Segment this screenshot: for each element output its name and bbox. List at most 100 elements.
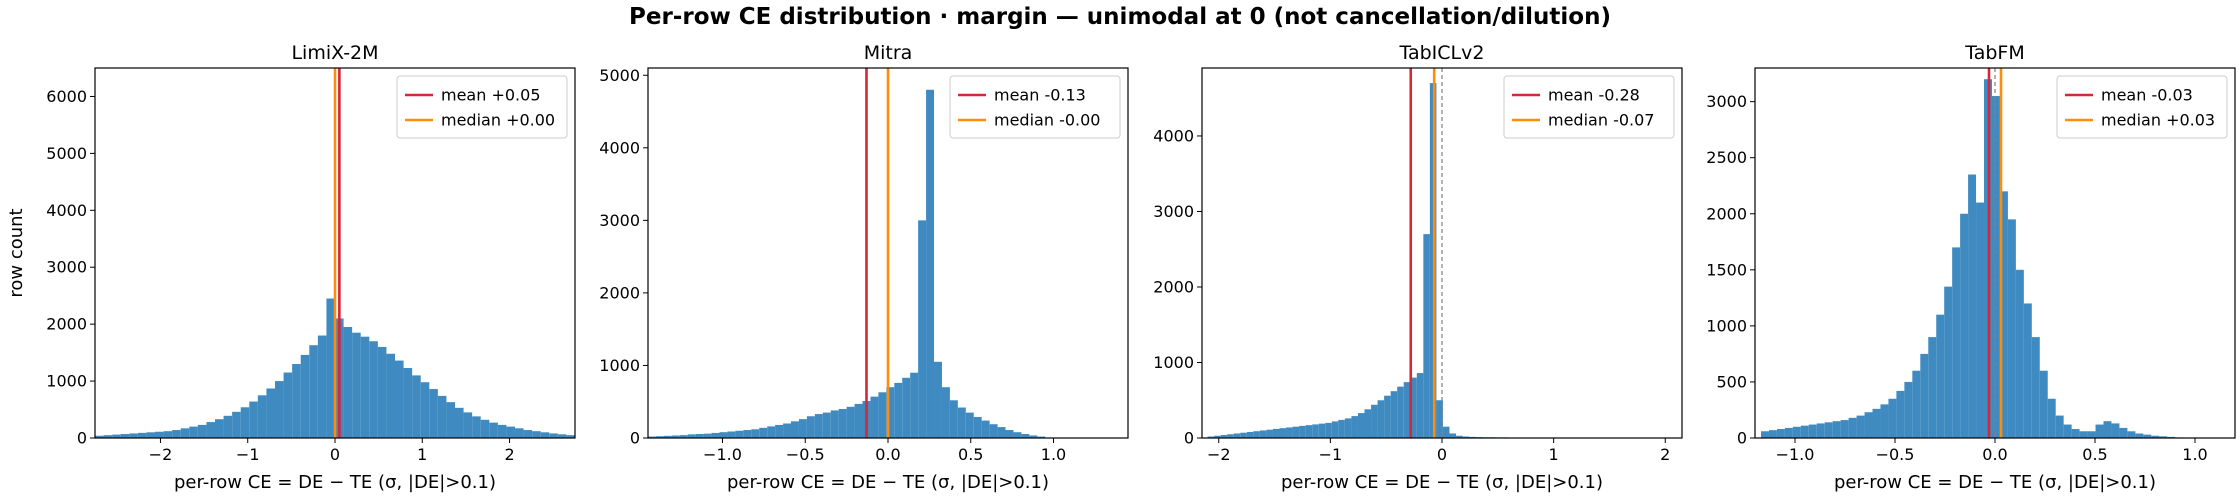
histogram-bar <box>878 392 887 438</box>
histogram-bar <box>386 353 395 438</box>
y-tick-label: 1000 <box>46 372 87 391</box>
x-tick-label: −1.0 <box>703 445 742 464</box>
histogram-bar <box>1761 431 1769 438</box>
histogram-bar <box>240 407 250 438</box>
histogram-bar <box>1872 408 1881 438</box>
histogram-bar <box>1384 395 1391 438</box>
y-tick-label: 1000 <box>599 356 640 375</box>
histogram-bar <box>403 367 413 438</box>
y-tick-label: 0 <box>630 429 640 448</box>
histogram-bar <box>1888 398 1897 438</box>
histogram-bar <box>515 428 524 438</box>
histogram-bar <box>648 436 656 438</box>
histogram-bar <box>894 382 903 438</box>
histogram-bar <box>2055 415 2064 438</box>
histogram-bar <box>215 419 224 438</box>
x-axis-label: per-row CE = DE − TE (σ, |DE|>0.1) <box>174 472 496 493</box>
histogram-bar <box>1423 234 1430 438</box>
x-axis-label: per-row CE = DE − TE (σ, |DE|>0.1) <box>727 472 1049 493</box>
y-tick-label: 500 <box>1716 372 1747 391</box>
x-axis-label: per-row CE = DE − TE (σ, |DE|>0.1) <box>1281 472 1603 493</box>
histogram-bar <box>830 410 839 438</box>
histogram-bar <box>420 382 430 438</box>
histogram-bar <box>679 435 688 438</box>
histogram-bar <box>1792 426 1801 438</box>
histogram-bar <box>870 396 879 438</box>
histogram-bar <box>155 431 164 438</box>
x-tick-label: 1 <box>1549 445 1559 464</box>
histogram-bar <box>1371 404 1378 438</box>
histogram-bar <box>1808 424 1817 438</box>
histogram-bar <box>1410 377 1417 438</box>
histogram-bar <box>283 372 293 438</box>
x-tick-label: −1 <box>1319 445 1343 464</box>
histogram-bar <box>112 434 121 438</box>
x-tick-label: 0.0 <box>1982 445 2007 464</box>
histogram-bar <box>1928 337 1937 438</box>
histogram-bar <box>497 424 507 438</box>
histogram-bar <box>1880 404 1889 438</box>
histogram-bar <box>1436 400 1443 438</box>
histogram-bar <box>180 428 190 438</box>
histogram-bar <box>137 432 147 438</box>
histogram-bar <box>1253 431 1260 438</box>
histogram-bar <box>472 416 481 438</box>
histogram-bar <box>926 89 935 438</box>
histogram-bar <box>1344 418 1352 438</box>
y-tick-label: 0 <box>1737 429 1747 448</box>
histogram-bar <box>1325 422 1332 438</box>
histogram-bar <box>163 431 173 438</box>
histogram-bar <box>1318 423 1326 438</box>
histogram-bar <box>798 419 807 438</box>
histogram-bar <box>1864 412 1873 438</box>
histogram-bar <box>759 427 768 438</box>
y-tick-label: 5000 <box>46 144 87 163</box>
histogram-bar <box>822 412 831 438</box>
x-tick-label: −0.5 <box>1876 445 1915 464</box>
histogram-bar <box>2103 421 2112 438</box>
histogram-bar <box>172 430 181 438</box>
histogram-bar <box>309 345 318 438</box>
histogram-bar <box>1331 421 1339 438</box>
histogram-bar <box>2023 303 2032 438</box>
histogram-bar <box>1936 314 1945 438</box>
histogram-bar <box>663 435 672 438</box>
legend: mean +0.05 median +0.00 <box>396 75 568 139</box>
histogram-bar <box>1233 433 1241 438</box>
histogram-bar <box>1416 373 1424 438</box>
histogram-bar <box>463 412 473 438</box>
subplots: LimiX-2M−2 −1 0 1 20100020003000400050006000… <box>46 42 2236 493</box>
histogram-bar <box>1896 390 1905 438</box>
histogram-bar <box>1960 213 1969 438</box>
histogram-bar <box>1214 435 1221 438</box>
histogram-bar <box>249 401 258 438</box>
histogram-bar <box>1292 426 1300 438</box>
histogram-bar <box>103 435 113 438</box>
x-tick-label: −1.0 <box>1776 445 1815 464</box>
histogram-bar <box>743 430 752 438</box>
legend-label-median: median -0.00 <box>994 111 1100 130</box>
x-tick-label: 1.0 <box>1041 445 1066 464</box>
histogram-bar <box>989 424 998 438</box>
histogram-bar <box>257 395 267 438</box>
histogram-bar <box>735 430 744 438</box>
y-tick-label: 0 <box>77 429 87 448</box>
histogram-bar <box>1021 434 1030 438</box>
histogram-bar <box>2127 431 2136 438</box>
histogram-bar <box>1351 416 1358 438</box>
legend-label-median: median +0.00 <box>441 111 555 130</box>
histogram-bar <box>300 354 310 438</box>
histogram-bar <box>1856 415 1865 438</box>
histogram-bar <box>566 435 575 438</box>
histogram-bar <box>1800 425 1809 438</box>
histogram-bar <box>1442 426 1450 438</box>
histogram-bar <box>957 407 966 438</box>
histogram-bar <box>412 375 421 438</box>
histogram-bar <box>1952 247 1961 438</box>
histogram-bar <box>973 416 982 438</box>
histogram-bar <box>489 422 498 438</box>
subplot-2: Mitra −1.0 −0.5 0.0 0.5 1.0 0 1000 2000 3000 4000 5… <box>599 42 1129 493</box>
x-tick-label: −1 <box>236 445 260 464</box>
histogram-bar <box>2135 433 2144 438</box>
legend: mean -0.28 median -0.07 <box>1503 75 1675 139</box>
